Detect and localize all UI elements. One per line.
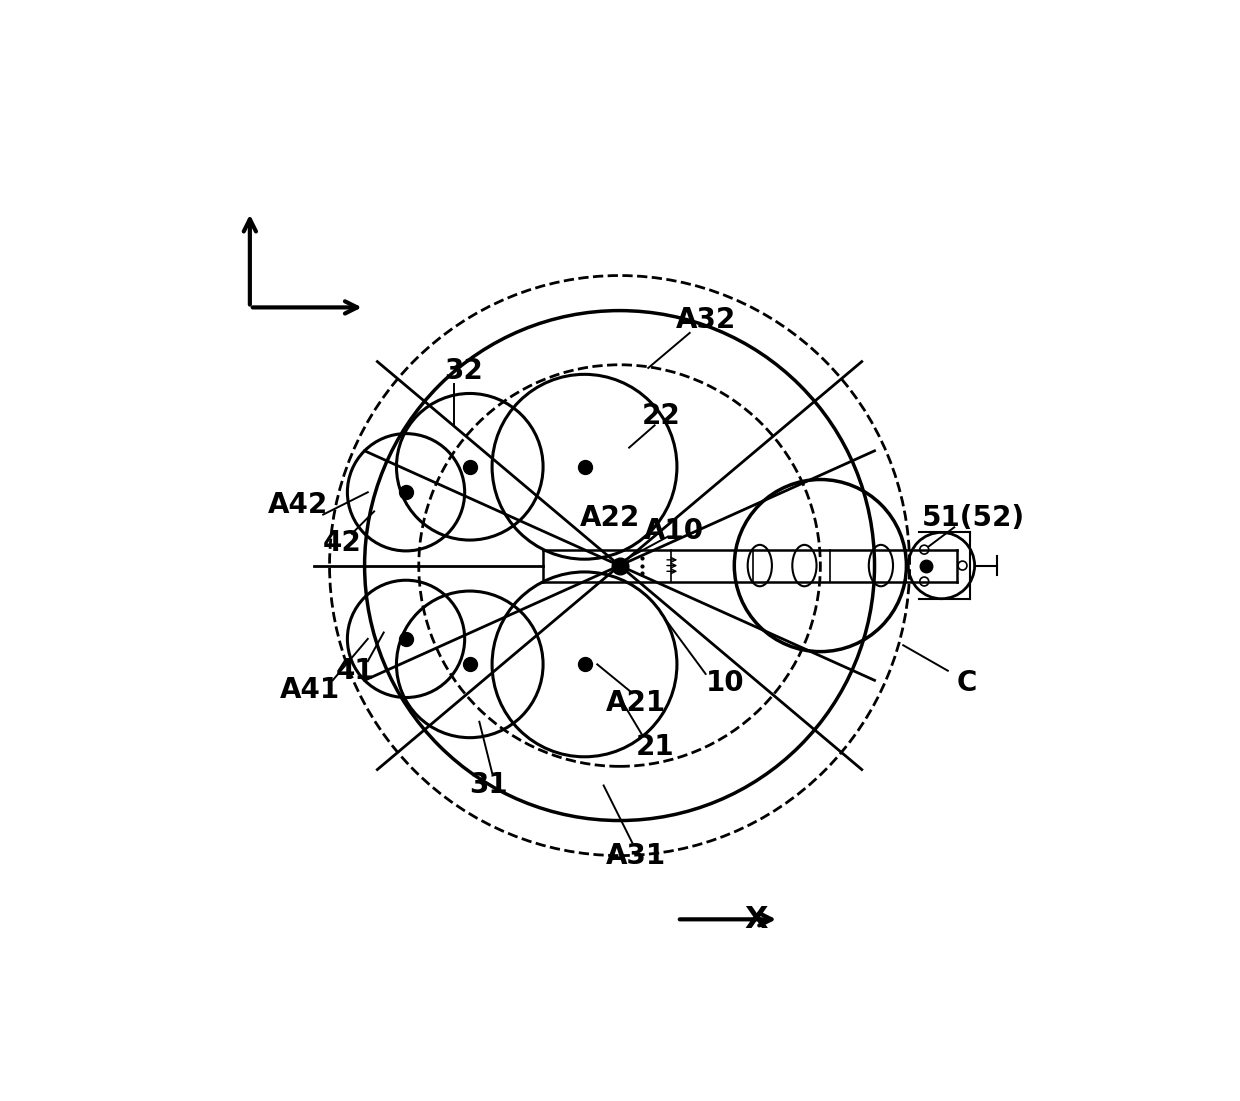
Text: 31: 31 xyxy=(470,772,508,799)
Text: C: C xyxy=(957,669,977,698)
Text: 21: 21 xyxy=(635,733,673,761)
Text: 32: 32 xyxy=(444,357,482,385)
Text: A31: A31 xyxy=(605,841,666,870)
Text: 22: 22 xyxy=(641,402,681,429)
Text: 51(52): 51(52) xyxy=(921,504,1025,532)
Text: A41: A41 xyxy=(280,676,341,704)
Text: 10: 10 xyxy=(706,669,744,698)
Text: 42: 42 xyxy=(322,530,362,557)
Text: A22: A22 xyxy=(580,504,640,532)
Text: A10: A10 xyxy=(644,516,704,545)
Text: A21: A21 xyxy=(605,688,666,717)
Text: 41: 41 xyxy=(336,656,374,685)
Text: A42: A42 xyxy=(268,491,327,519)
Text: X: X xyxy=(745,905,769,934)
Text: A32: A32 xyxy=(676,306,735,335)
